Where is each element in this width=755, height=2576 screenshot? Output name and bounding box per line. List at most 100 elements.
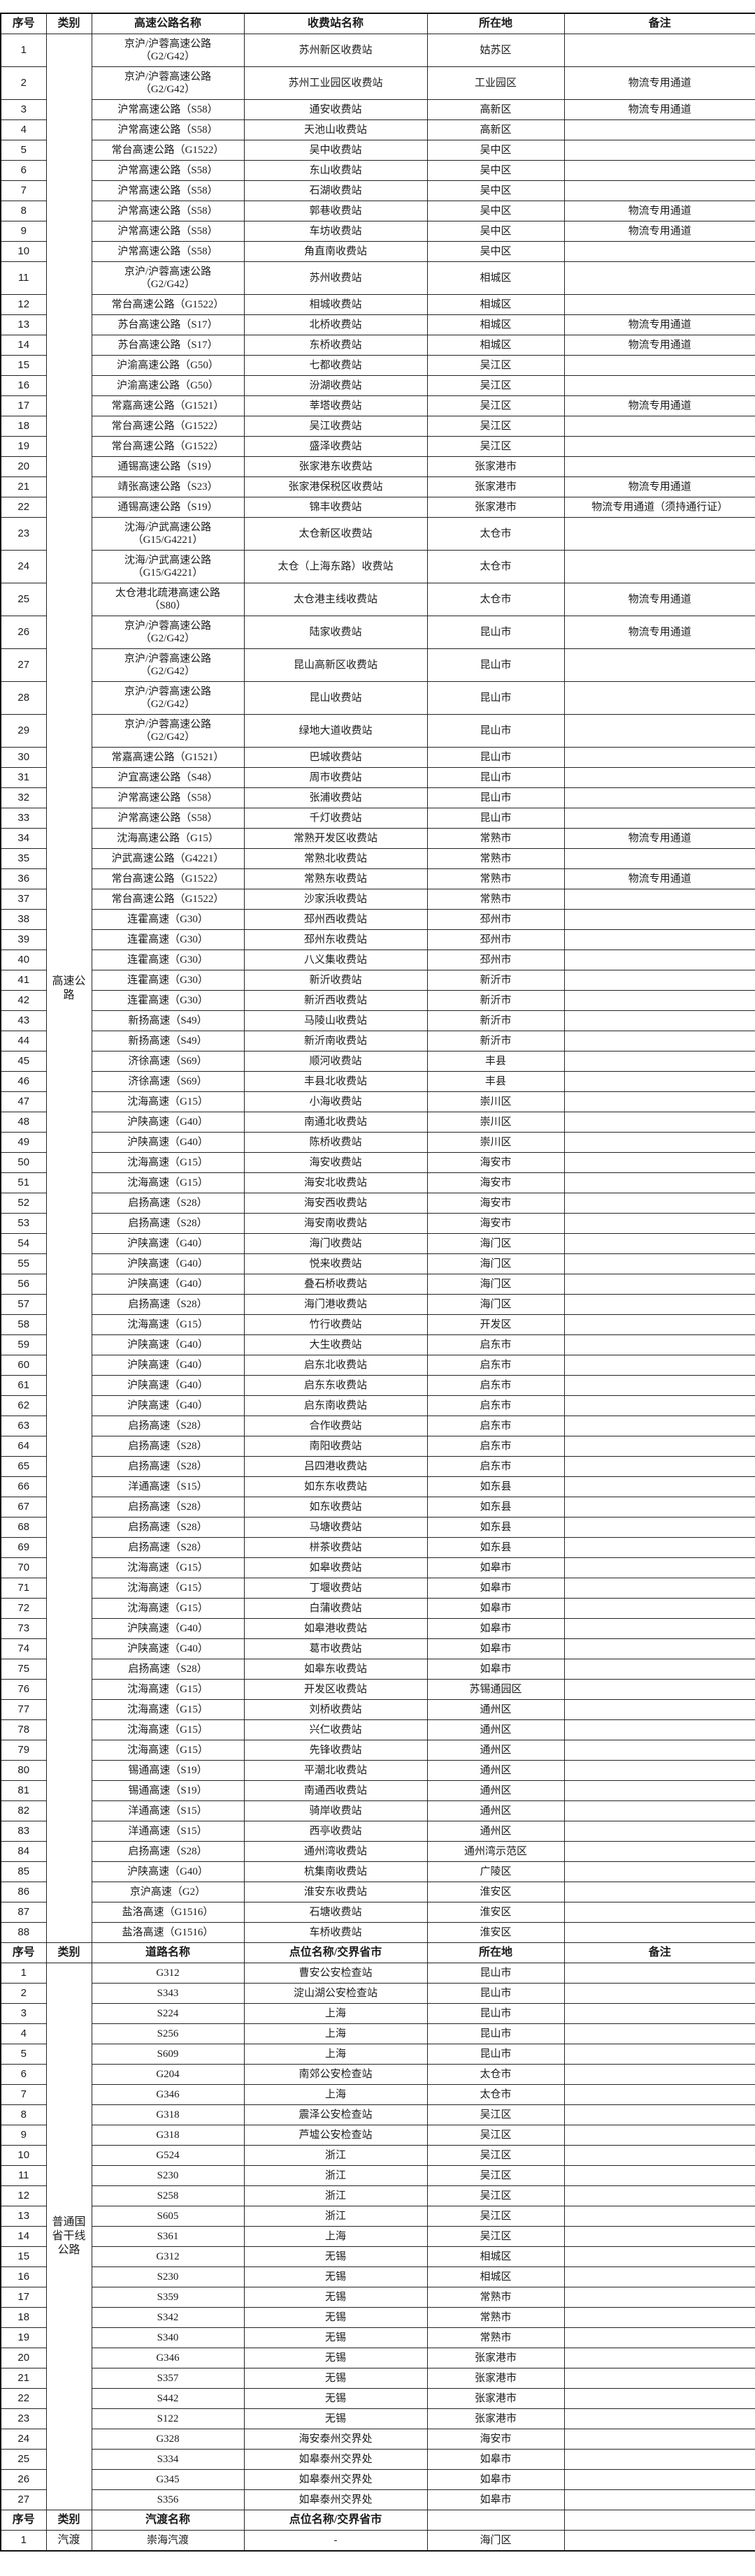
cell-station-name: 如皋港收费站 (243, 1618, 428, 1639)
cell-number: 35 (0, 848, 47, 869)
cell-note (563, 1821, 755, 1842)
cell-station-name: 周市收费站 (243, 767, 428, 788)
table-row: 11 京沪/沪蓉高速公路（G2/G42） 苏州收费站 相城区 (0, 261, 755, 295)
table-row: 88 盐洛高速（G1516） 车桥收费站 淮安区 (0, 1922, 755, 1943)
table-row: 24 沈海/沪武高速公路（G15/G4221） 太仓（上海东路）收费站 太仓市 (0, 550, 755, 583)
table-row: 80 锡通高速（S19） 平潮北收费站 通州区 (0, 1760, 755, 1781)
cell-location: 常熟市 (426, 889, 565, 910)
cell-road-name: 靖张高速公路（S23） (91, 476, 245, 497)
table-row: 6 G204 南郊公安检查站 太仓市 (0, 2064, 755, 2085)
cell-location: 海安市 (426, 2429, 565, 2450)
cell-road-name: 太仓港北疏港高速公路（S80） (91, 583, 245, 616)
cell-station-name: 海安北收费站 (243, 1172, 428, 1193)
cell-road-name: 京沪高速（G2） (91, 1882, 245, 1902)
table-row: 73 沪陕高速（G40） 如皋港收费站 如皋市 (0, 1618, 755, 1639)
table-row: 46 济徐高速（S69） 丰县北收费站 丰县 (0, 1071, 755, 1092)
cell-road-name: 常嘉高速公路（G1521） (91, 747, 245, 768)
cell-road-name: 沪陕高速（G40） (91, 1274, 245, 1295)
cell-road-name: 沈海高速（G15） (91, 1679, 245, 1700)
cell-location: 太仓市 (426, 2084, 565, 2105)
cell-road-name: 崇海汽渡 (91, 2530, 245, 2552)
table-row: 2 京沪/沪蓉高速公路（G2/G42） 苏州工业园区收费站 工业园区 物流专用通道 (0, 66, 755, 100)
cell-note (563, 1091, 755, 1112)
cell-road-name: 苏台高速公路（S17） (91, 335, 245, 356)
cell-location: 邳州市 (426, 909, 565, 930)
cell-number: 43 (0, 1010, 47, 1031)
table-row: 85 沪陕高速（G40） 杭集南收费站 广陵区 (0, 1861, 755, 1882)
table-row: 83 洋通高速（S15） 西亭收费站 通州区 (0, 1821, 755, 1842)
cell-location: 如东县 (426, 1517, 565, 1538)
cell-location: 启东市 (426, 1436, 565, 1457)
cell-location: 海门区 (426, 1253, 565, 1274)
cell-note: 物流专用通道 (563, 66, 755, 100)
cell-number: 24 (0, 2429, 47, 2450)
cell-number: 3 (0, 2003, 47, 2024)
cell-note: 物流专用通道 (563, 335, 755, 356)
cell-road-name: 常台高速公路（G1522） (91, 868, 245, 889)
cell-location: 张家港市 (426, 2368, 565, 2389)
cell-station-name: 新沂南收费站 (243, 1031, 428, 1051)
cell-station-name: 海安西收费站 (243, 1193, 428, 1214)
table-row: 37 常台高速公路（G1522） 沙家浜收费站 常熟市 (0, 889, 755, 910)
cell-road-name: 盐洛高速（G1516） (91, 1902, 245, 1923)
cell-location: 启东市 (426, 1375, 565, 1396)
cell-station-name: 北桥收费站 (243, 314, 428, 335)
cell-number: 84 (0, 1841, 47, 1862)
cell-location: 海安市 (426, 1213, 565, 1234)
cell-note (563, 355, 755, 376)
cell-number: 25 (0, 583, 47, 616)
cell-note (563, 2206, 755, 2227)
cell-location: 通州区 (426, 1821, 565, 1842)
cell-note (563, 1983, 755, 2004)
cell-location: 吴中区 (426, 241, 565, 262)
cell-station-name: 如东收费站 (243, 1497, 428, 1518)
table-row: 49 沪陕高速（G40） 陈桥收费站 崇川区 (0, 1132, 755, 1153)
cell-location: 通州湾示范区 (426, 1841, 565, 1862)
cell-note (563, 1679, 755, 1700)
cell-number: 55 (0, 1253, 47, 1274)
header-road-name: 汽渡名称 (91, 2510, 245, 2531)
cell-location: 吴江区 (426, 2185, 565, 2206)
cell-station-name: 八义集收费站 (243, 949, 428, 970)
cell-location: 相城区 (426, 2266, 565, 2287)
table-row: 84 启扬高速（S28） 通州湾收费站 通州湾示范区 (0, 1841, 755, 1862)
cell-number: 31 (0, 767, 47, 788)
cell-note (563, 2084, 755, 2105)
cell-location: 如皋市 (426, 2449, 565, 2470)
cell-number: 49 (0, 1132, 47, 1153)
header-road-name: 道路名称 (91, 1942, 245, 1963)
cell-station-name: 开发区收费站 (243, 1679, 428, 1700)
cell-location: 工业园区 (426, 66, 565, 100)
cell-location: 吴江区 (426, 2145, 565, 2166)
table-row: 21 S357 无锡 张家港市 (0, 2368, 755, 2389)
cell-road-name: 启扬高速（S28） (91, 1456, 245, 1477)
cell-number: 20 (0, 2348, 47, 2368)
cell-location: 吴中区 (426, 160, 565, 181)
cell-note (563, 1557, 755, 1578)
table-row: 75 启扬高速（S28） 如皋东收费站 如皋市 (0, 1659, 755, 1680)
cell-location: 高新区 (426, 119, 565, 140)
cell-note (563, 1172, 755, 1193)
cell-station-name: 邳州东收费站 (243, 929, 428, 950)
cell-number: 5 (0, 2044, 47, 2065)
table-row: 42 连霍高速（G30） 新沂西收费站 新沂市 (0, 990, 755, 1011)
table-row: 20 G346 无锡 张家港市 (0, 2348, 755, 2368)
cell-number: 54 (0, 1233, 47, 1254)
cell-number: 13 (0, 2206, 47, 2227)
cell-note (563, 2327, 755, 2348)
cell-number: 18 (0, 416, 47, 437)
cell-station-name: 吴中收费站 (243, 140, 428, 161)
table-row: 30 常嘉高速公路（G1521） 巴城收费站 昆山市 (0, 747, 755, 768)
cell-number: 24 (0, 550, 47, 583)
cell-number: 17 (0, 2287, 47, 2308)
cell-number: 71 (0, 1578, 47, 1599)
cell-station-name: 吕四港收费站 (243, 1456, 428, 1477)
header-location (426, 2510, 565, 2531)
cell-location: 相城区 (426, 335, 565, 356)
cell-note (563, 990, 755, 1011)
cell-station-name: 如皋泰州交界处 (243, 2449, 428, 2470)
table-row: 22 通锡高速公路（S19） 锦丰收费站 张家港市 物流专用通道（须持通行证） (0, 497, 755, 518)
cell-number: 22 (0, 2388, 47, 2409)
cell-number: 80 (0, 1760, 47, 1781)
cell-location: 如东县 (426, 1497, 565, 1518)
